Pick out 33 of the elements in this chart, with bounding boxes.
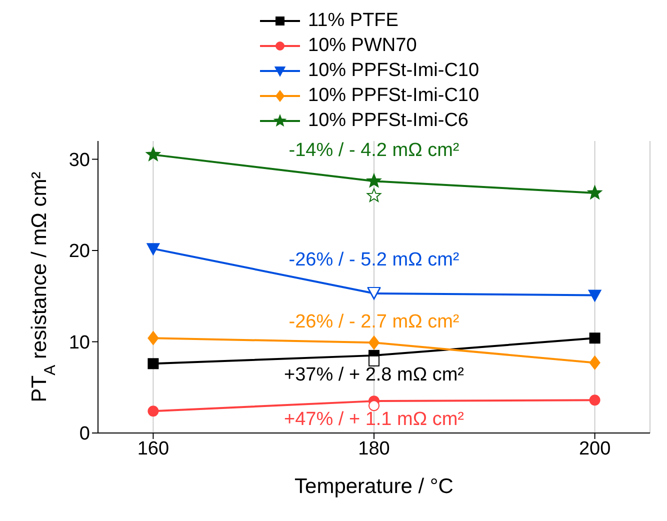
x-tick-label: 160 <box>137 438 170 460</box>
point <box>368 336 380 350</box>
point <box>366 188 382 202</box>
legend-label: 10% PPFSt-Imi-C10 <box>308 84 480 106</box>
x-tick-label: 200 <box>578 438 611 460</box>
point <box>589 356 600 370</box>
point <box>148 406 159 417</box>
annotation: -14% / - 4.2 mΩ cm² <box>288 140 460 162</box>
point <box>148 331 159 346</box>
y-tick-label: 10 <box>68 332 90 354</box>
point <box>589 332 600 344</box>
point <box>148 358 159 370</box>
legend-label: 10% PWN70 <box>308 34 417 56</box>
point <box>368 400 380 412</box>
point <box>366 174 382 188</box>
y-tick-label: 20 <box>68 241 90 262</box>
legend-label: 10% PPFSt-Imi-C6 <box>308 110 468 132</box>
x-axis-title: Temperature / °C <box>294 475 454 498</box>
point <box>588 186 602 200</box>
y-tick-label: 0 <box>79 424 90 445</box>
point <box>368 355 380 366</box>
point <box>146 147 160 161</box>
legend-label: 11% PTFE <box>308 10 398 32</box>
legend-label: 10% PPFSt-Imi-C10 <box>308 60 480 82</box>
point <box>589 394 600 406</box>
point <box>146 243 160 256</box>
x-tick-label: 180 <box>358 438 390 460</box>
y-tick-label: 30 <box>68 150 90 171</box>
annotation: -26% / - 2.7 mΩ cm² <box>288 312 460 333</box>
point <box>588 290 602 302</box>
annotation: -26% / - 5.2 mΩ cm² <box>288 249 460 270</box>
annotation: +37% / + 2.8 mΩ cm² <box>284 364 464 386</box>
annotation: +47% / + 1.1 mΩ cm² <box>284 409 464 430</box>
